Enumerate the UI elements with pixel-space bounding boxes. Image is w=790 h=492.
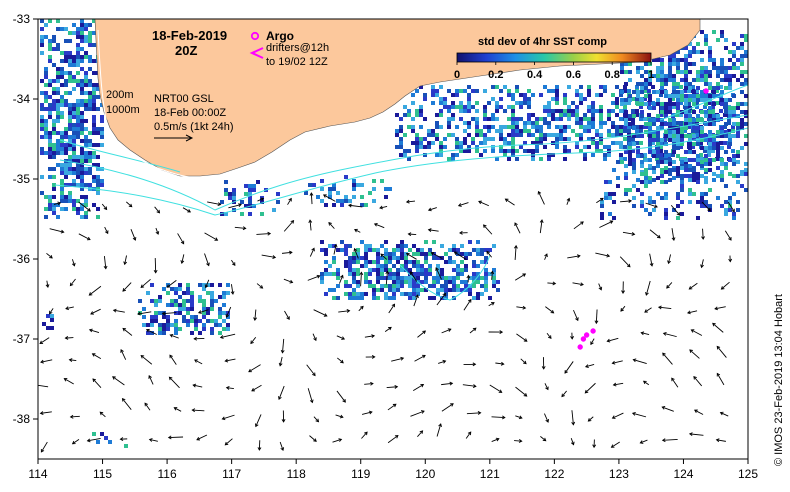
colorbar-ticks: 0 0.2 0.4 0.6 0.8 1 bbox=[454, 62, 654, 81]
lon-tick-label: 120 bbox=[415, 467, 435, 481]
lon-tick-label: 125 bbox=[738, 467, 758, 481]
lon-tick-label: 123 bbox=[609, 467, 629, 481]
lat-tick-label: -38 bbox=[13, 412, 31, 426]
lon-tick-label: 115 bbox=[93, 467, 112, 481]
argo-float-marker bbox=[590, 328, 596, 334]
lat-tick-label: -35 bbox=[13, 172, 31, 186]
colorbar-tick-label: 0.8 bbox=[605, 69, 620, 81]
colorbar-tick-label: 0.2 bbox=[488, 69, 503, 81]
lon-tick-label: 122 bbox=[544, 467, 564, 481]
date-title: 18-Feb-2019 bbox=[152, 28, 227, 43]
model-label: NRT00 GSL bbox=[154, 93, 214, 105]
drifter-legend-icon bbox=[249, 47, 264, 59]
latitude-axis: -33 -34 -35 -36 -37 -38 bbox=[13, 12, 38, 426]
longitude-axis: 114 115 116 117 118 119 120 121 122 123 124 125 bbox=[28, 459, 758, 481]
argo-float-marker bbox=[580, 336, 587, 342]
plot-area bbox=[38, 19, 748, 459]
model-time: 18-Feb 00:00Z bbox=[154, 107, 226, 119]
lon-tick-label: 124 bbox=[673, 467, 693, 481]
argo-float-marker bbox=[703, 88, 709, 94]
lon-tick-label: 119 bbox=[351, 467, 370, 481]
contour-200m-label: 200m bbox=[106, 89, 134, 101]
lon-tick-label: 121 bbox=[480, 467, 500, 481]
speed-scale-label: 0.5m/s (1kt 24h) bbox=[154, 121, 233, 133]
argo-float-marker bbox=[577, 344, 583, 350]
credit-label: © IMOS 23-Feb-2019 13:04 Hobart bbox=[773, 294, 785, 466]
lon-tick-label: 114 bbox=[28, 467, 47, 481]
lat-tick-label: -36 bbox=[13, 252, 31, 266]
lon-tick-label: 117 bbox=[222, 467, 241, 481]
drifter-label: drifters@12h bbox=[266, 42, 329, 54]
colorbar-tick-label: 0.4 bbox=[527, 69, 543, 81]
time-title: 20Z bbox=[175, 43, 197, 58]
drifter-range: to 19/02 12Z bbox=[266, 56, 328, 68]
current-vectors bbox=[38, 190, 735, 453]
colorbar-tick-label: 0.6 bbox=[566, 69, 581, 81]
lat-tick-label: -33 bbox=[13, 12, 31, 26]
lat-tick-label: -37 bbox=[13, 332, 31, 346]
current-contours bbox=[54, 29, 748, 301]
speed-scale-arrow bbox=[154, 134, 194, 142]
lon-tick-label: 116 bbox=[158, 467, 177, 481]
contour-1000m-label: 1000m bbox=[106, 104, 140, 116]
argo-label: Argo bbox=[266, 29, 294, 43]
colorbar-title: std dev of 4hr SST comp bbox=[478, 36, 607, 48]
argo-float-marker bbox=[583, 332, 590, 338]
plot-frame bbox=[37, 18, 749, 460]
colorbar-tick-label: 1 bbox=[648, 69, 654, 81]
colorbar-tick-label: 0 bbox=[454, 69, 460, 81]
colorbar bbox=[456, 52, 652, 63]
lon-tick-label: 118 bbox=[287, 467, 306, 481]
sst-pixels bbox=[40, 19, 748, 448]
argo-floats bbox=[577, 88, 709, 350]
argo-legend-icon bbox=[250, 31, 260, 41]
lat-tick-label: -34 bbox=[13, 92, 31, 106]
